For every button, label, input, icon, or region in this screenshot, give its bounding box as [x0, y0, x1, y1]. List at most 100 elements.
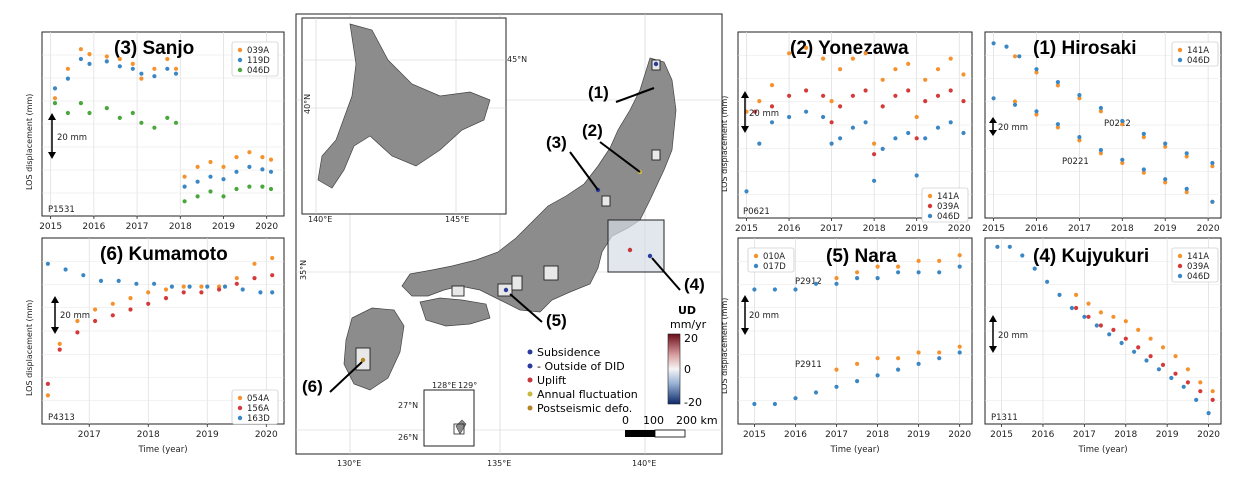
legend-marker: [237, 47, 243, 53]
data-point-046D: [1077, 135, 1082, 140]
data-point-017D: [937, 356, 942, 361]
legend-label: 039A: [247, 46, 269, 56]
data-point-039A: [208, 159, 213, 165]
x-tick-label: 2016: [82, 222, 105, 232]
site-label: (1): [588, 83, 609, 102]
data-point-039A: [139, 76, 144, 81]
data-point-046D: [1069, 305, 1074, 311]
data-point-141A: [821, 56, 826, 61]
data-point-046D: [838, 136, 843, 141]
site-label: (4): [684, 275, 705, 294]
legend-marker: [1177, 57, 1183, 63]
data-point-141A: [1098, 151, 1103, 156]
legend-label: 046D: [1187, 56, 1210, 66]
data-point-046D: [1045, 279, 1050, 284]
data-point-141A: [787, 51, 792, 56]
data-point-039A: [1148, 354, 1153, 359]
data-point-054A: [163, 287, 169, 292]
data-point-046D: [914, 173, 919, 178]
data-point-141A: [1160, 345, 1166, 350]
data-point-141A: [1077, 138, 1082, 143]
data-point-141A: [1148, 336, 1153, 341]
data-point-010A: [957, 253, 962, 258]
data-point-039A: [1173, 371, 1178, 376]
data-point-039A: [752, 109, 758, 114]
data-point-046D: [787, 114, 792, 120]
data-point-039A: [1160, 362, 1166, 367]
panel-title: (4) Kujyukuri: [1033, 246, 1149, 267]
data-point-163D: [258, 290, 263, 295]
data-point-039A: [838, 104, 843, 109]
legend-outside-did: - Outside of DID: [537, 360, 625, 373]
data-point-046D: [1004, 44, 1009, 49]
annotation: P2912: [795, 277, 822, 287]
panel-title: (5) Nara: [826, 246, 897, 267]
data-point-039A: [1111, 327, 1116, 332]
x-tick-label: 2015: [982, 224, 1005, 234]
data-point-054A: [75, 318, 80, 324]
annotation: P0222: [1104, 119, 1131, 129]
data-point-046D: [52, 101, 58, 106]
scale-bar: 20 mm: [48, 113, 87, 159]
data-point-046D: [850, 125, 856, 130]
legend-label: 141A: [937, 192, 959, 202]
data-point-010A: [916, 258, 921, 263]
y-axis-label: LOS displacement (mm): [25, 300, 34, 396]
legend-marker: [237, 395, 243, 401]
data-point-141A: [1012, 99, 1018, 104]
okinawa-inset: 128°E 129° 27°N 26°N: [398, 381, 477, 447]
data-point-039A: [87, 52, 92, 57]
legend-marker: [237, 57, 243, 63]
data-point-046D: [1119, 340, 1124, 346]
scale-bar: 20 mm: [741, 295, 779, 335]
data-point-046D: [821, 114, 826, 120]
data-point-141A: [829, 99, 834, 104]
data-point-046D: [948, 120, 953, 125]
x-tick-label: 2016: [1032, 430, 1055, 440]
map-legend: Subsidence - Outside of DID Uplift Annua…: [527, 346, 638, 415]
data-point-156A: [146, 301, 151, 306]
data-point-046D: [744, 189, 749, 194]
legend-label: 039A: [937, 202, 959, 212]
data-point-010A: [855, 270, 860, 275]
data-point-046D: [1120, 118, 1125, 124]
data-point-141A: [769, 83, 775, 88]
data-point-156A: [199, 290, 204, 295]
data-point-039A: [961, 99, 966, 104]
data-point-141A: [757, 99, 762, 104]
data-point-046D: [195, 194, 200, 199]
x-tick-label: 2017: [825, 430, 848, 440]
data-point-039A: [165, 56, 170, 62]
data-point-141A: [1055, 83, 1060, 88]
data-point-141A: [1141, 170, 1146, 175]
scalebar-label: 100: [643, 414, 664, 427]
data-point-046D: [863, 120, 868, 125]
data-point-141A: [1163, 144, 1168, 149]
data-point-046D: [935, 125, 941, 130]
data-point-141A: [1012, 54, 1018, 59]
legend-marker: [927, 213, 933, 219]
data-point-119D: [268, 169, 274, 174]
x-tick-label: 2015: [990, 430, 1013, 440]
data-point-046D: [1077, 93, 1082, 98]
data-point-163D: [98, 278, 104, 283]
data-point-046D: [1020, 253, 1025, 258]
data-point-010A: [834, 367, 839, 372]
data-point-039A: [769, 104, 775, 109]
data-point-119D: [52, 86, 58, 91]
data-point-046D: [923, 136, 928, 141]
data-point-156A: [93, 318, 98, 324]
data-point-046D: [221, 194, 226, 199]
data-point-046D: [152, 125, 157, 130]
panel-title: (3) Sanjo: [114, 38, 194, 59]
point-id: P4313: [48, 413, 75, 423]
data-point-141A: [1163, 180, 1168, 185]
x-axis-label: Time (year): [829, 445, 879, 455]
data-point-156A: [252, 276, 257, 281]
legend-label: 119D: [247, 56, 270, 66]
data-point-046D: [87, 110, 92, 116]
data-point-141A: [961, 72, 966, 77]
legend-marker: [1177, 47, 1183, 53]
